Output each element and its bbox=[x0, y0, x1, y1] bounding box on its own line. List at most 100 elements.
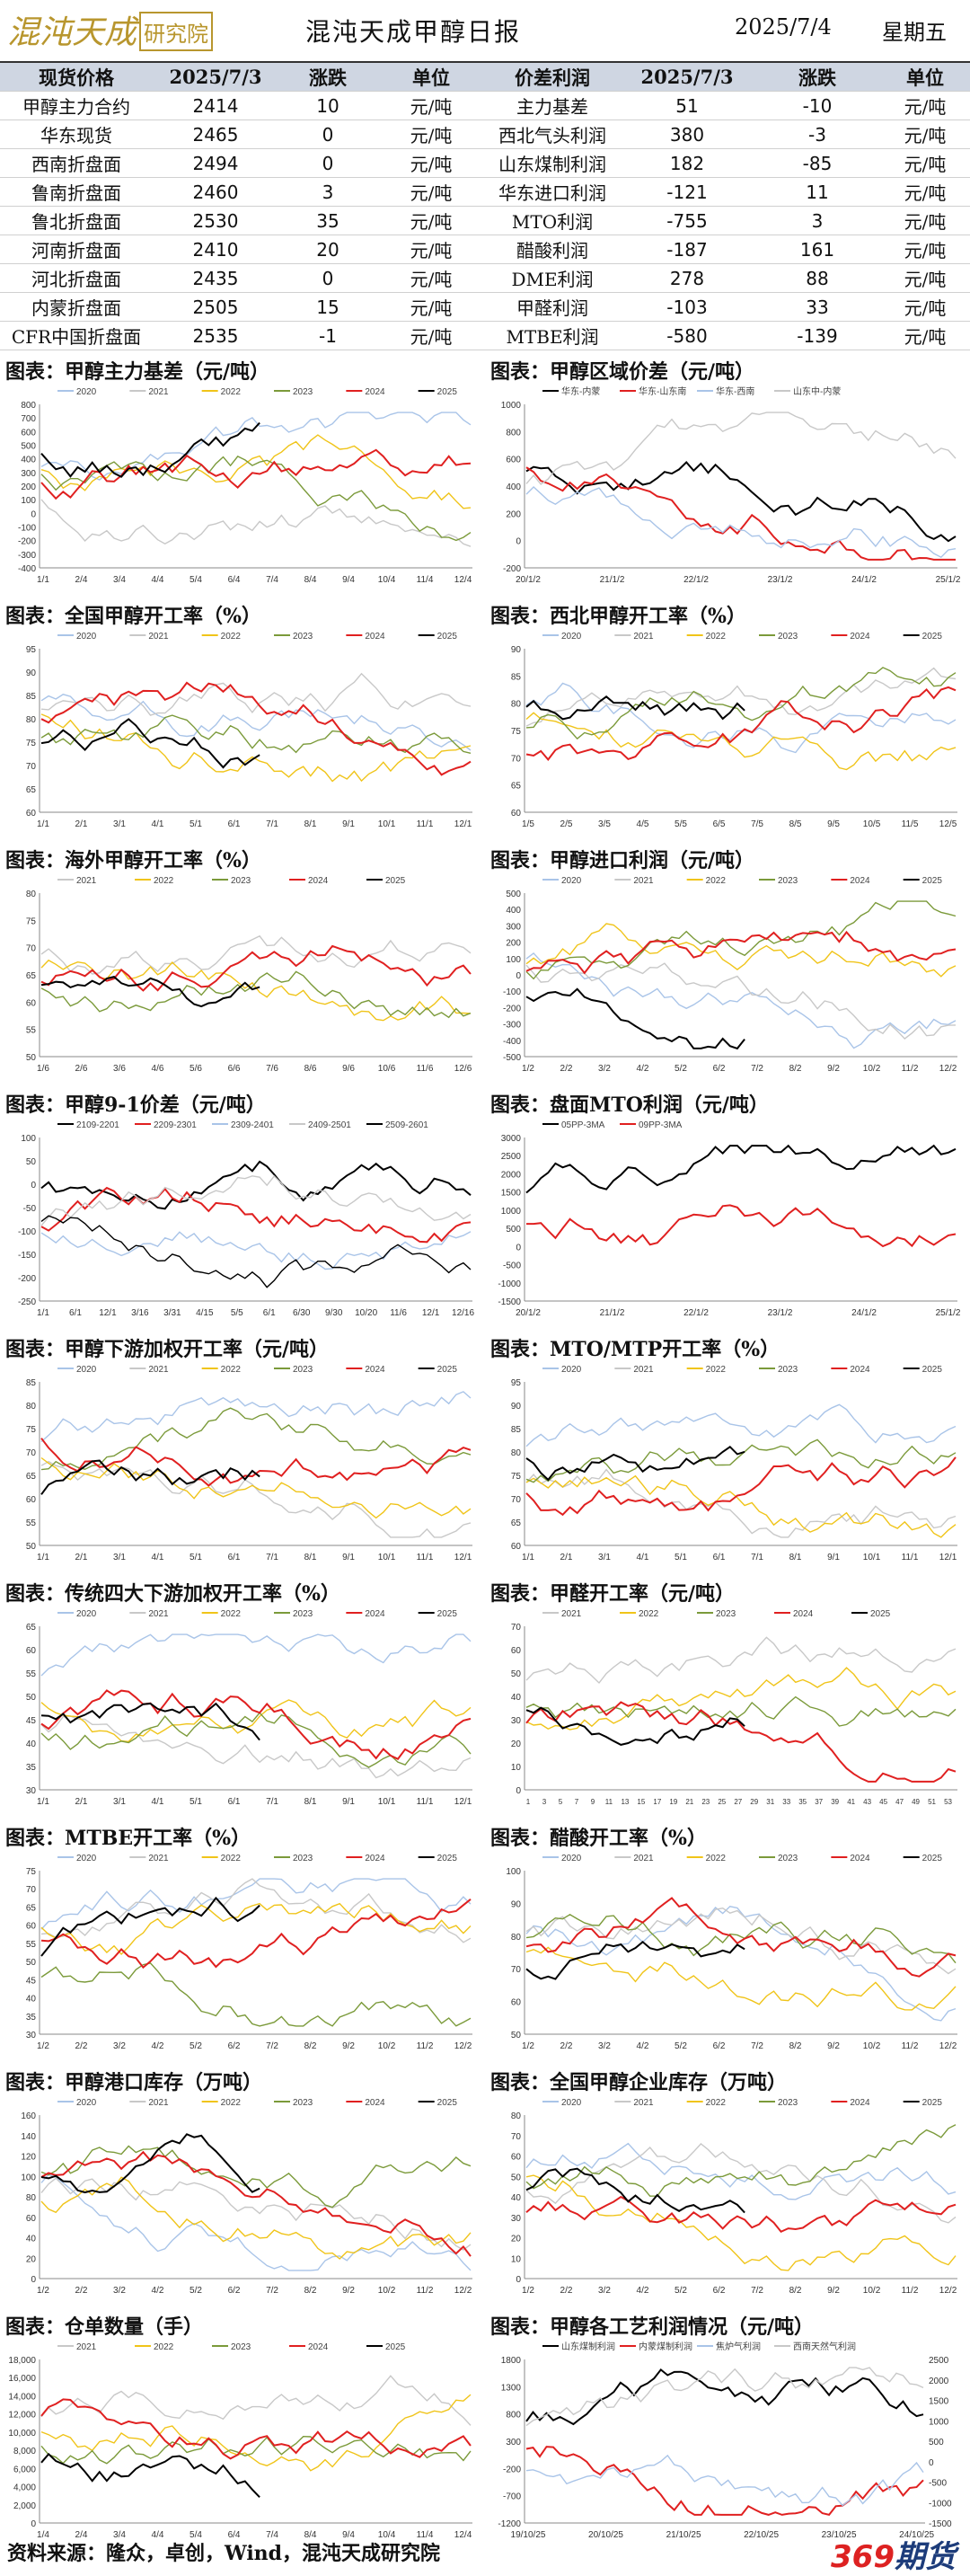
x-tick-label: 12/2 bbox=[454, 2286, 472, 2296]
chart-title: 图表：甲醇港口库存（万吨） bbox=[5, 2071, 263, 2094]
chart-panel: 图表：全国甲醇开工率（%） 2020 2021 2022 2023 2024 2025 95 9… bbox=[0, 597, 485, 839]
y2-tick-label: 2500 bbox=[929, 2356, 949, 2366]
chart-title: 图表：盘面MTO利润（元/吨） bbox=[490, 1093, 769, 1117]
table-body: 甲醇主力合约 2414 10 元/吨 主力基差 51 -10 元/吨 华东现货 2465 0 元/吨西… bbox=[0, 91, 970, 350]
table-cell: 华东现货 bbox=[0, 120, 153, 149]
x-tick-label: 21/1/2 bbox=[600, 575, 625, 585]
x-tick-label: 4/2 bbox=[152, 2041, 164, 2051]
x-tick-label: 11/5 bbox=[902, 819, 919, 829]
x-tick-label: 2/2 bbox=[560, 2041, 573, 2051]
table-cell: CFR中国折盘面 bbox=[0, 321, 153, 350]
x-tick-label: 4/5 bbox=[637, 819, 649, 829]
x-tick-label: 39 bbox=[831, 1798, 839, 1806]
legend-label: 2020 bbox=[561, 2098, 582, 2108]
x-tick-label: 5/2 bbox=[190, 2041, 202, 2051]
brand-watermark: 369期货 bbox=[831, 2532, 956, 2576]
y-tick-label: 85 bbox=[511, 672, 522, 682]
legend-label: 2024 bbox=[365, 1365, 385, 1375]
legend-label: 2025 bbox=[922, 2098, 943, 2108]
series-line bbox=[40, 1878, 472, 1943]
chart-panel: 图表：盘面MTO利润（元/吨） 05PP-3MA 09PP-3MA 3000 2500 2… bbox=[485, 1085, 970, 1328]
table-cell: 河南折盘面 bbox=[0, 235, 153, 264]
x-tick-label: 11/2 bbox=[417, 2041, 434, 2051]
series-line bbox=[40, 1391, 472, 1443]
series-line bbox=[525, 987, 745, 1050]
brand-prefix: 369 bbox=[831, 2539, 895, 2575]
y-tick-label: 1000 bbox=[501, 401, 522, 411]
y-tick-label: 100 bbox=[21, 2173, 36, 2182]
table-cell: 182 bbox=[620, 148, 754, 178]
y-tick-label: 75 bbox=[511, 727, 522, 737]
legend-label: 2020 bbox=[561, 1365, 582, 1375]
y-tick-label: 75 bbox=[26, 739, 37, 748]
y-tick-label: 200 bbox=[506, 939, 521, 949]
x-tick-label: 6/1 bbox=[713, 1553, 726, 1562]
x-tick-label: 11/1 bbox=[902, 1553, 919, 1562]
legend-label: 2022 bbox=[221, 1854, 242, 1863]
x-tick-label: 11/1 bbox=[417, 1553, 434, 1562]
series-line bbox=[525, 1913, 957, 1964]
y-tick-label: 70 bbox=[511, 2132, 522, 2142]
x-tick-label: 10/20 bbox=[355, 1308, 377, 1318]
table-cell: 甲醛利润 bbox=[485, 292, 620, 322]
column-header: 价差利润 bbox=[485, 63, 620, 92]
x-tick-label: 12/1 bbox=[454, 819, 472, 829]
y-tick-label: 80 bbox=[26, 715, 37, 725]
y-tick-label: -1500 bbox=[498, 1297, 521, 1307]
x-tick-label: 6/2 bbox=[713, 2041, 726, 2051]
table-cell: 甲醇主力合约 bbox=[0, 91, 153, 120]
x-tick-label: 4/4 bbox=[152, 575, 164, 585]
x-tick-label: 1/1 bbox=[37, 575, 49, 585]
series-line bbox=[40, 1407, 472, 1471]
chart-title: 图表：甲醇区域价差（元/吨） bbox=[490, 360, 755, 384]
x-tick-label: 5 bbox=[559, 1798, 563, 1806]
series-line bbox=[40, 499, 472, 547]
y-tick-label: 80 bbox=[26, 890, 37, 899]
table-cell: 161 bbox=[754, 235, 880, 264]
chart-svg: 2020 2021 2022 2023 2024 2025 75 70 65 60 55 50 45 40… bbox=[26, 1854, 472, 2051]
x-tick-label: 9/5 bbox=[827, 819, 840, 829]
y-tick-label: 700 bbox=[21, 414, 36, 424]
x-tick-label: 10/5 bbox=[863, 819, 881, 829]
series-line bbox=[40, 1160, 472, 1210]
column-header: 2025/7/3 bbox=[153, 63, 278, 92]
svg-text:研究院: 研究院 bbox=[144, 22, 208, 47]
table-cell: 3 bbox=[754, 206, 880, 235]
x-tick-label: 7/2 bbox=[751, 1064, 763, 1074]
y-tick-label: 10 bbox=[511, 1763, 522, 1773]
x-tick-label: 24/1/2 bbox=[851, 575, 877, 585]
x-tick-label: 5/5 bbox=[675, 819, 687, 829]
x-tick-label: 12/2 bbox=[454, 2041, 472, 2051]
y2-tick-label: 1500 bbox=[929, 2397, 949, 2407]
series-line bbox=[525, 2142, 957, 2200]
x-tick-label: 5/2 bbox=[675, 1064, 687, 1074]
table-cell: 2435 bbox=[153, 263, 278, 293]
x-tick-label: 6/1 bbox=[263, 1308, 276, 1318]
x-tick-label: 6/4 bbox=[228, 2530, 241, 2540]
y-tick-label: 70 bbox=[26, 944, 37, 954]
chart-title: 图表：海外甲醇开工率（%） bbox=[5, 849, 261, 872]
table-cell: 元/吨 bbox=[377, 235, 485, 264]
legend-label: 2023 bbox=[293, 632, 313, 642]
series-line bbox=[40, 1174, 472, 1226]
y-tick-label: 90 bbox=[511, 1402, 522, 1412]
y-tick-label: 40 bbox=[26, 2235, 37, 2244]
x-tick-label: 8/2 bbox=[789, 2286, 802, 2296]
x-tick-label: 20/1/2 bbox=[516, 1308, 541, 1318]
y-tick-label: -150 bbox=[18, 1251, 36, 1261]
x-tick-label: 24/10/25 bbox=[899, 2530, 934, 2540]
x-tick-label: 4/1 bbox=[152, 1797, 164, 1807]
y-tick-label: 1000 bbox=[501, 1207, 522, 1217]
chart-title: 图表：甲醇主力基差（元/吨） bbox=[5, 360, 270, 384]
legend-label: 2020 bbox=[76, 1609, 97, 1619]
table-cell: 鲁北折盘面 bbox=[0, 206, 153, 235]
y-tick-label: 20 bbox=[26, 2254, 37, 2264]
legend-label: 2022 bbox=[706, 876, 727, 886]
y-tick-label: 4,000 bbox=[13, 2483, 36, 2493]
column-header: 单位 bbox=[880, 63, 970, 92]
legend-label: 05PP-3MA bbox=[561, 1120, 605, 1130]
legend-label: 2024 bbox=[365, 1609, 385, 1619]
chart-panel: 图表：西北甲醇开工率（%） 2020 2021 2022 2023 2024 2025 90 8… bbox=[485, 597, 970, 839]
y-tick-label: 55 bbox=[26, 1940, 37, 1950]
chart-title: 图表：醋酸开工率（%） bbox=[490, 1827, 707, 1850]
